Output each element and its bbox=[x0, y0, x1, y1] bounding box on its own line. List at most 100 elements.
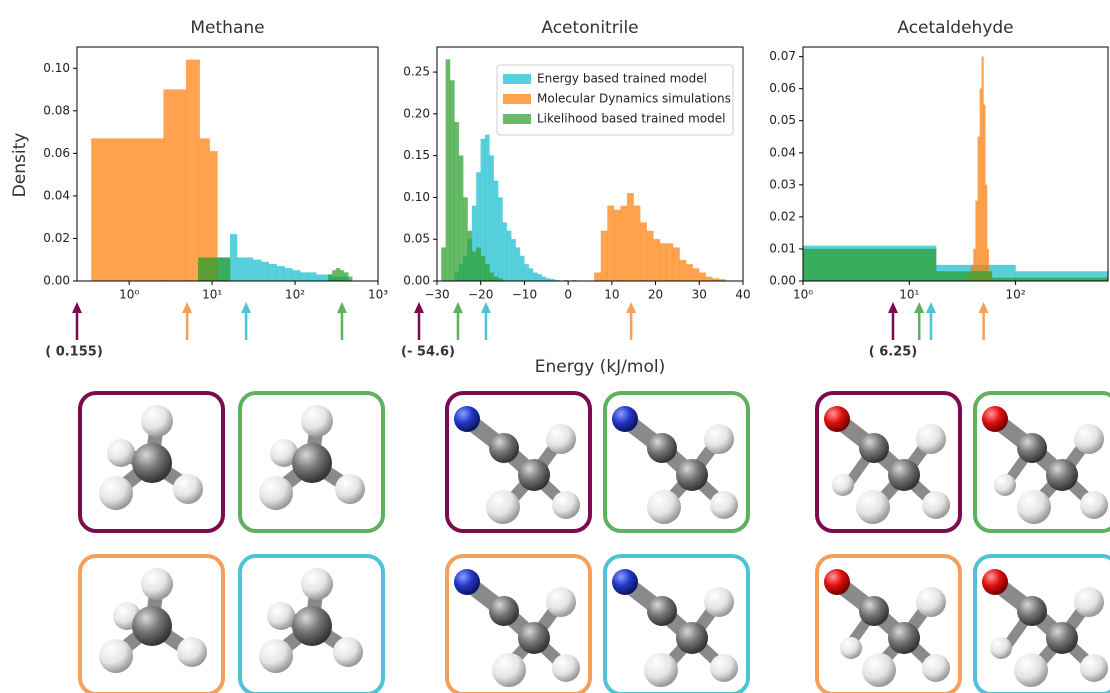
y-tick-label: 0.02 bbox=[43, 231, 70, 245]
atom bbox=[259, 476, 293, 510]
bar bbox=[686, 264, 693, 281]
atom bbox=[832, 474, 854, 496]
bar bbox=[533, 273, 537, 281]
bar bbox=[614, 210, 621, 281]
bar bbox=[660, 243, 667, 281]
bar bbox=[485, 264, 489, 281]
bar bbox=[538, 274, 542, 281]
atom bbox=[710, 491, 738, 519]
legend-swatch bbox=[503, 74, 531, 84]
bar bbox=[498, 197, 502, 281]
y-tick-label: 0.10 bbox=[43, 61, 70, 75]
bar bbox=[269, 264, 277, 281]
arrow bbox=[414, 302, 424, 340]
atom bbox=[704, 424, 734, 454]
arrow-label: (- 54.6) bbox=[401, 345, 455, 360]
bar bbox=[91, 138, 163, 281]
figure: MethaneDensity0.000.020.040.060.080.1010… bbox=[0, 0, 1110, 693]
bar bbox=[344, 272, 348, 281]
bar bbox=[978, 137, 980, 281]
bar bbox=[336, 268, 340, 281]
x-tick-label: 10⁰ bbox=[119, 288, 139, 302]
atom bbox=[333, 637, 363, 667]
bar bbox=[494, 277, 498, 281]
bar bbox=[936, 271, 992, 281]
atom bbox=[612, 569, 638, 595]
atom bbox=[982, 406, 1008, 432]
x-tick-label: 10² bbox=[285, 288, 305, 302]
atom bbox=[1046, 622, 1078, 654]
bar bbox=[308, 272, 316, 281]
x-tick-label: −30 bbox=[424, 288, 449, 302]
atom bbox=[141, 405, 173, 437]
bar bbox=[253, 260, 261, 281]
atom bbox=[99, 639, 133, 673]
atom bbox=[335, 474, 365, 504]
arrow-head bbox=[241, 302, 251, 313]
y-tick-label: 0.06 bbox=[769, 81, 796, 95]
bar bbox=[446, 60, 450, 281]
atom bbox=[644, 653, 678, 687]
bar bbox=[485, 135, 489, 281]
atom bbox=[518, 622, 550, 654]
arrow-head bbox=[72, 302, 82, 313]
atom bbox=[859, 433, 889, 463]
y-tick-label: 0.10 bbox=[403, 190, 430, 204]
arrow bbox=[481, 302, 491, 340]
atom bbox=[922, 654, 950, 682]
bar bbox=[261, 262, 268, 281]
bar bbox=[186, 60, 200, 281]
arrow-head bbox=[888, 302, 898, 313]
arrow-head bbox=[979, 302, 989, 313]
atom bbox=[177, 637, 207, 667]
bar bbox=[476, 248, 480, 281]
atom bbox=[824, 406, 850, 432]
arrow bbox=[72, 302, 82, 340]
atom bbox=[492, 653, 526, 687]
arrow-head bbox=[337, 302, 347, 313]
arrow-head bbox=[182, 302, 192, 313]
y-tick-label: 0.25 bbox=[403, 65, 430, 79]
bar bbox=[468, 231, 472, 281]
atom bbox=[1074, 424, 1104, 454]
x-tick-label: 30 bbox=[692, 288, 707, 302]
x-tick-label: 0 bbox=[564, 288, 572, 302]
arrow-head bbox=[481, 302, 491, 313]
atom bbox=[518, 459, 550, 491]
legend-label: Molecular Dynamics simulations bbox=[537, 92, 731, 106]
bar bbox=[328, 275, 332, 281]
bar bbox=[667, 243, 674, 281]
arrow-head bbox=[926, 302, 936, 313]
y-tick-label: 0.20 bbox=[403, 106, 430, 120]
atom bbox=[888, 459, 920, 491]
bar bbox=[316, 275, 324, 281]
bar bbox=[285, 268, 293, 281]
bar bbox=[985, 185, 987, 281]
x-tick-label: 40 bbox=[735, 288, 750, 302]
legend-label: Energy based trained model bbox=[537, 72, 707, 86]
y-tick-label: 0.00 bbox=[769, 274, 796, 288]
bar bbox=[481, 256, 485, 281]
bar bbox=[673, 248, 680, 281]
atom bbox=[1074, 587, 1104, 617]
atom bbox=[1017, 433, 1047, 463]
y-tick-label: 0.04 bbox=[769, 145, 796, 159]
atom bbox=[916, 587, 946, 617]
x-axis-label: Energy (kJ/mol) bbox=[535, 357, 665, 377]
atom bbox=[292, 443, 332, 483]
atom bbox=[824, 569, 850, 595]
bar bbox=[520, 256, 524, 281]
atom bbox=[454, 569, 480, 595]
atom bbox=[647, 596, 677, 626]
y-tick-label: 0.03 bbox=[769, 177, 796, 191]
legend-label: Likelihood based trained model bbox=[537, 112, 725, 126]
bar bbox=[982, 57, 984, 281]
atom bbox=[612, 406, 638, 432]
bar bbox=[621, 206, 628, 281]
atom bbox=[856, 490, 890, 524]
atom bbox=[546, 587, 576, 617]
atom bbox=[862, 653, 896, 687]
atom bbox=[994, 474, 1016, 496]
bar bbox=[494, 181, 498, 281]
atom bbox=[454, 406, 480, 432]
